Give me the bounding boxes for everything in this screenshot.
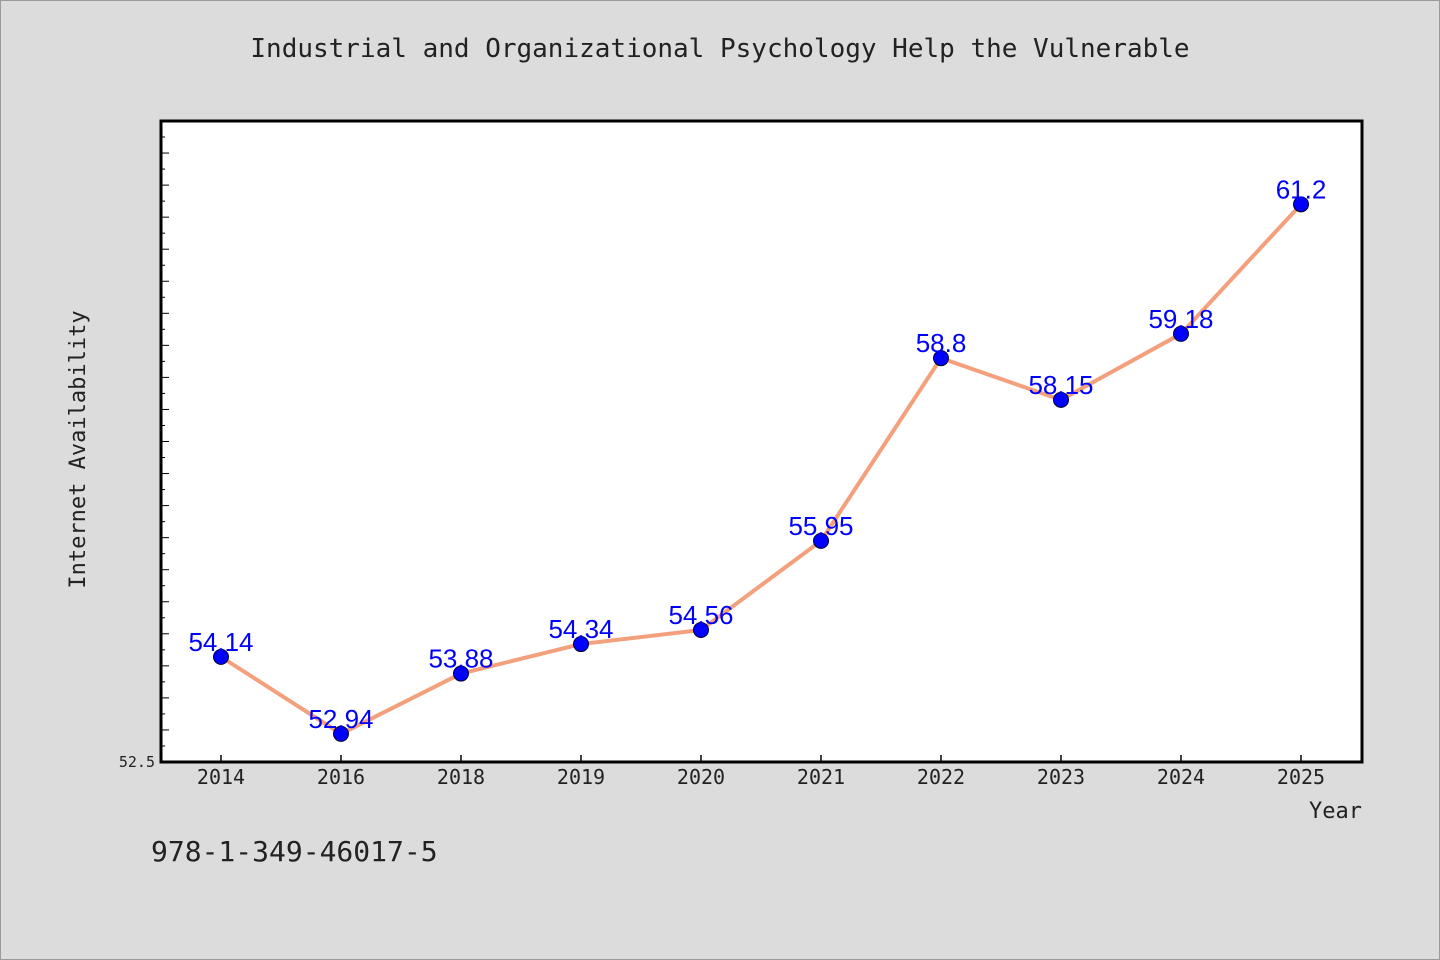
- data-point: [1293, 196, 1309, 213]
- data-label: 58.8: [916, 328, 967, 358]
- x-tick-label: 2016: [317, 765, 365, 789]
- series-line: [219, 202, 1303, 736]
- chart-title: Industrial and Organizational Psychology…: [250, 34, 1190, 64]
- x-tick-label: 2022: [917, 765, 965, 789]
- x-tick-label: 2014: [197, 765, 245, 789]
- data-label: 52.94: [308, 704, 373, 734]
- x-tick-label: 2019: [557, 765, 605, 789]
- data-label: 55.95: [788, 511, 853, 541]
- data-label: 54.34: [548, 614, 613, 644]
- x-axis-label: Year: [1309, 799, 1362, 824]
- data-label: 54.14: [188, 627, 253, 657]
- isbn-text: 978-1-349-46017-5: [151, 835, 438, 868]
- x-tick-label: 2020: [677, 765, 725, 789]
- data-point: [1173, 325, 1189, 342]
- data-label: 54.56: [668, 600, 733, 630]
- data-point: [453, 665, 469, 682]
- data-label: 59.18: [1148, 304, 1213, 334]
- data-label: 61.2: [1276, 174, 1327, 204]
- data-point: [813, 532, 829, 549]
- plot-area: [159, 119, 1364, 764]
- x-tick-label: 2021: [797, 765, 845, 789]
- data-label: 53.88: [428, 644, 493, 674]
- data-point: [333, 725, 349, 742]
- data-point: [933, 350, 949, 367]
- data-point: [693, 621, 709, 638]
- x-tick-label: 2024: [1157, 765, 1205, 789]
- data-point: [1053, 391, 1069, 408]
- y-tick-label: 52.5: [119, 753, 155, 771]
- x-tick-label: 2025: [1277, 765, 1325, 789]
- x-tick-label: 2018: [437, 765, 485, 789]
- x-tick-label: 2023: [1037, 765, 1085, 789]
- data-label: 58.15: [1028, 370, 1093, 400]
- y-axis-label: Internet Availability: [66, 310, 91, 588]
- data-point: [213, 648, 229, 665]
- data-point: [573, 636, 589, 653]
